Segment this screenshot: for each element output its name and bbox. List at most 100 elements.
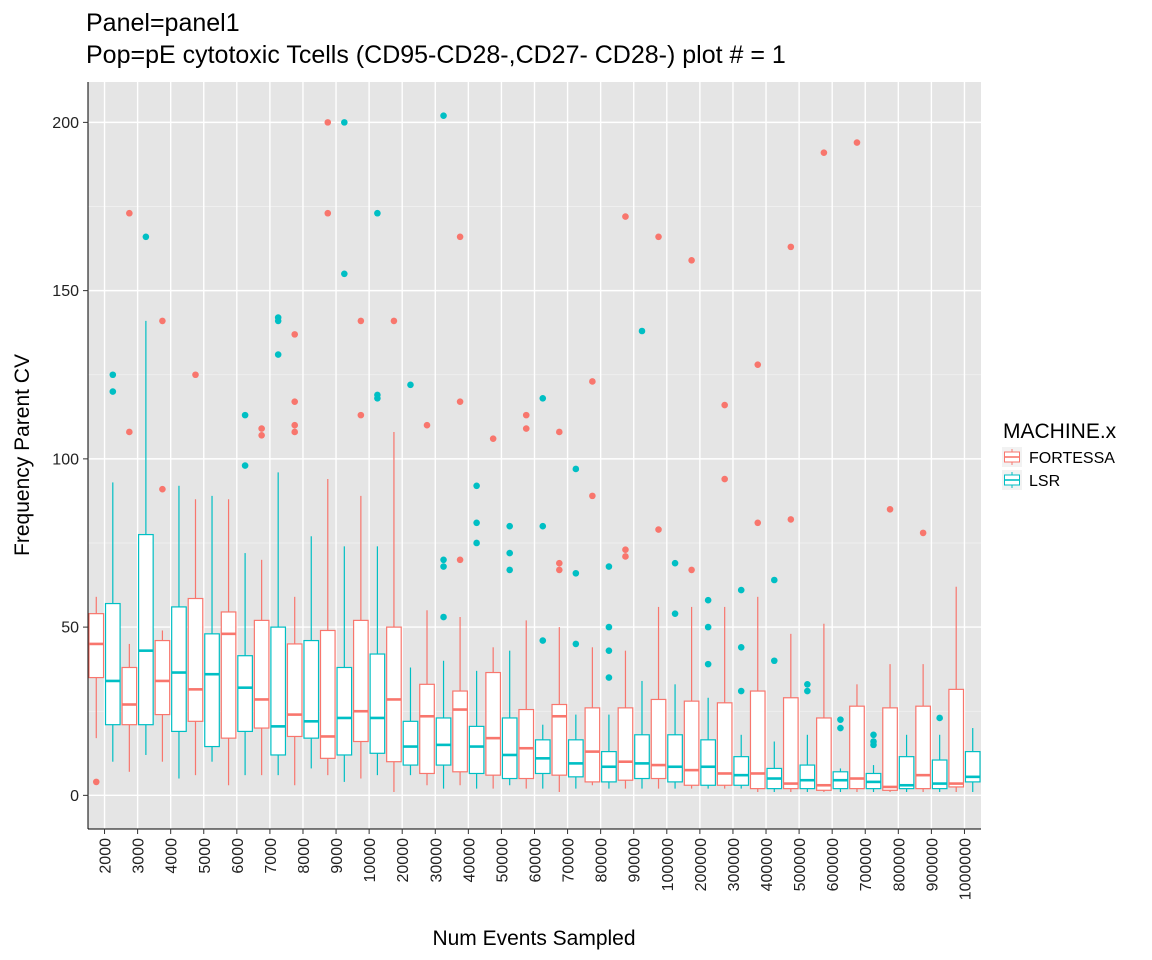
box-iqr <box>336 666 353 756</box>
box-iqr <box>270 626 287 756</box>
box-iqr <box>121 666 138 726</box>
outlier-point <box>556 566 563 574</box>
outlier-point <box>721 475 728 483</box>
y-axis-title: Frequency Parent CV <box>11 354 34 556</box>
box-fortessa-60000 <box>518 411 535 789</box>
outlier-point <box>473 539 480 547</box>
box-iqr <box>882 707 898 791</box>
outlier-point <box>159 485 166 493</box>
outlier-point <box>870 738 877 745</box>
outlier-point <box>589 378 596 385</box>
box-lsr-4000 <box>171 485 187 779</box>
x-tick-label: 300000 <box>726 838 743 891</box>
outlier-point <box>737 586 745 594</box>
box-lsr-60000 <box>534 394 551 789</box>
outlier-point <box>539 394 547 402</box>
box-lsr-40000 <box>468 482 485 789</box>
box-iqr <box>138 533 154 726</box>
box-lsr-100000 <box>667 559 683 789</box>
outlier-point <box>622 546 629 554</box>
outlier-point <box>374 391 381 399</box>
box-lsr-30000 <box>435 112 452 789</box>
box-iqr <box>634 734 650 780</box>
outlier-point <box>456 233 464 241</box>
grid-lines <box>88 82 981 829</box>
box-lsr-20000 <box>402 381 419 776</box>
box-fortessa-20000 <box>386 317 402 792</box>
box-fortessa-10000 <box>352 317 369 779</box>
box-iqr <box>716 702 733 786</box>
outlier-point <box>754 361 762 368</box>
box-iqr <box>452 690 468 773</box>
outlier-point <box>638 327 646 335</box>
outlier-point <box>605 623 613 631</box>
box-iqr <box>518 708 535 780</box>
box-lsr-400000 <box>766 576 783 792</box>
box-fortessa-400000 <box>749 361 766 792</box>
x-tick-label: 7000 <box>263 838 280 874</box>
outlier-point <box>92 778 100 786</box>
box-iqr <box>171 606 187 733</box>
outlier-point <box>357 411 365 419</box>
box-lsr-200000 <box>700 596 717 789</box>
box-iqr <box>584 707 601 783</box>
legend-item-lsr: LSR <box>1002 470 1060 490</box>
box-fortessa-200000 <box>683 257 700 789</box>
box-fortessa-700000 <box>849 139 865 792</box>
outlier-point <box>721 401 728 409</box>
outlier-point <box>853 139 861 146</box>
box-lsr-50000 <box>501 522 518 786</box>
x-tick-label: 900000 <box>924 838 941 891</box>
outlier-point <box>688 257 695 264</box>
outlier-point <box>770 576 778 584</box>
outlier-point <box>341 270 348 278</box>
box-iqr <box>253 619 270 729</box>
outlier-point <box>159 317 166 325</box>
outlier-point <box>622 213 629 220</box>
box-iqr <box>419 683 435 775</box>
box-lsr-3000 <box>138 233 154 755</box>
outlier-point <box>489 435 497 442</box>
box-lsr-8000 <box>303 536 320 769</box>
box-iqr <box>286 643 303 738</box>
outlier-point <box>109 371 117 379</box>
outlier-point <box>655 233 662 241</box>
x-tick-label: 4000 <box>164 838 181 874</box>
y-tick-label: 0 <box>70 788 79 805</box>
box-iqr <box>898 756 915 790</box>
outlier-point <box>770 657 778 665</box>
box-lsr-800000 <box>898 734 915 792</box>
outlier-point <box>837 724 844 732</box>
outlier-point <box>506 549 513 557</box>
outlier-point <box>886 506 894 513</box>
x-tick-label: 90000 <box>627 838 644 883</box>
box-iqr <box>964 751 981 783</box>
x-tick-label: 8000 <box>296 838 313 874</box>
outlier-point <box>671 610 679 617</box>
box-fortessa-90000 <box>617 213 634 789</box>
outlier-point <box>440 556 447 564</box>
x-tick-label: 6000 <box>230 838 247 874</box>
box-lsr-500000 <box>799 681 816 792</box>
x-tick-label: 9000 <box>329 838 346 874</box>
x-tick-label: 400000 <box>759 838 776 891</box>
box-iqr <box>534 739 551 775</box>
box-lsr-7000 <box>270 314 287 776</box>
box-layer <box>88 112 981 792</box>
outlier-point <box>704 623 712 631</box>
outlier-point <box>787 243 795 251</box>
box-iqr <box>187 597 204 722</box>
outlier-point <box>324 119 332 126</box>
outlier-point <box>704 596 712 604</box>
outlier-point <box>390 317 398 325</box>
outlier-point <box>539 637 547 644</box>
box-iqr <box>931 759 948 790</box>
box-lsr-900000 <box>931 714 948 792</box>
chart-subtitle: Pop=pE cytotoxic Tcells (CD95-CD28-,CD27… <box>86 41 786 69</box>
outlier-point <box>522 425 530 432</box>
outlier-point <box>622 553 629 560</box>
x-tick-label: 800000 <box>891 838 908 891</box>
x-tick-label: 100000 <box>660 838 677 891</box>
box-iqr <box>567 739 584 778</box>
